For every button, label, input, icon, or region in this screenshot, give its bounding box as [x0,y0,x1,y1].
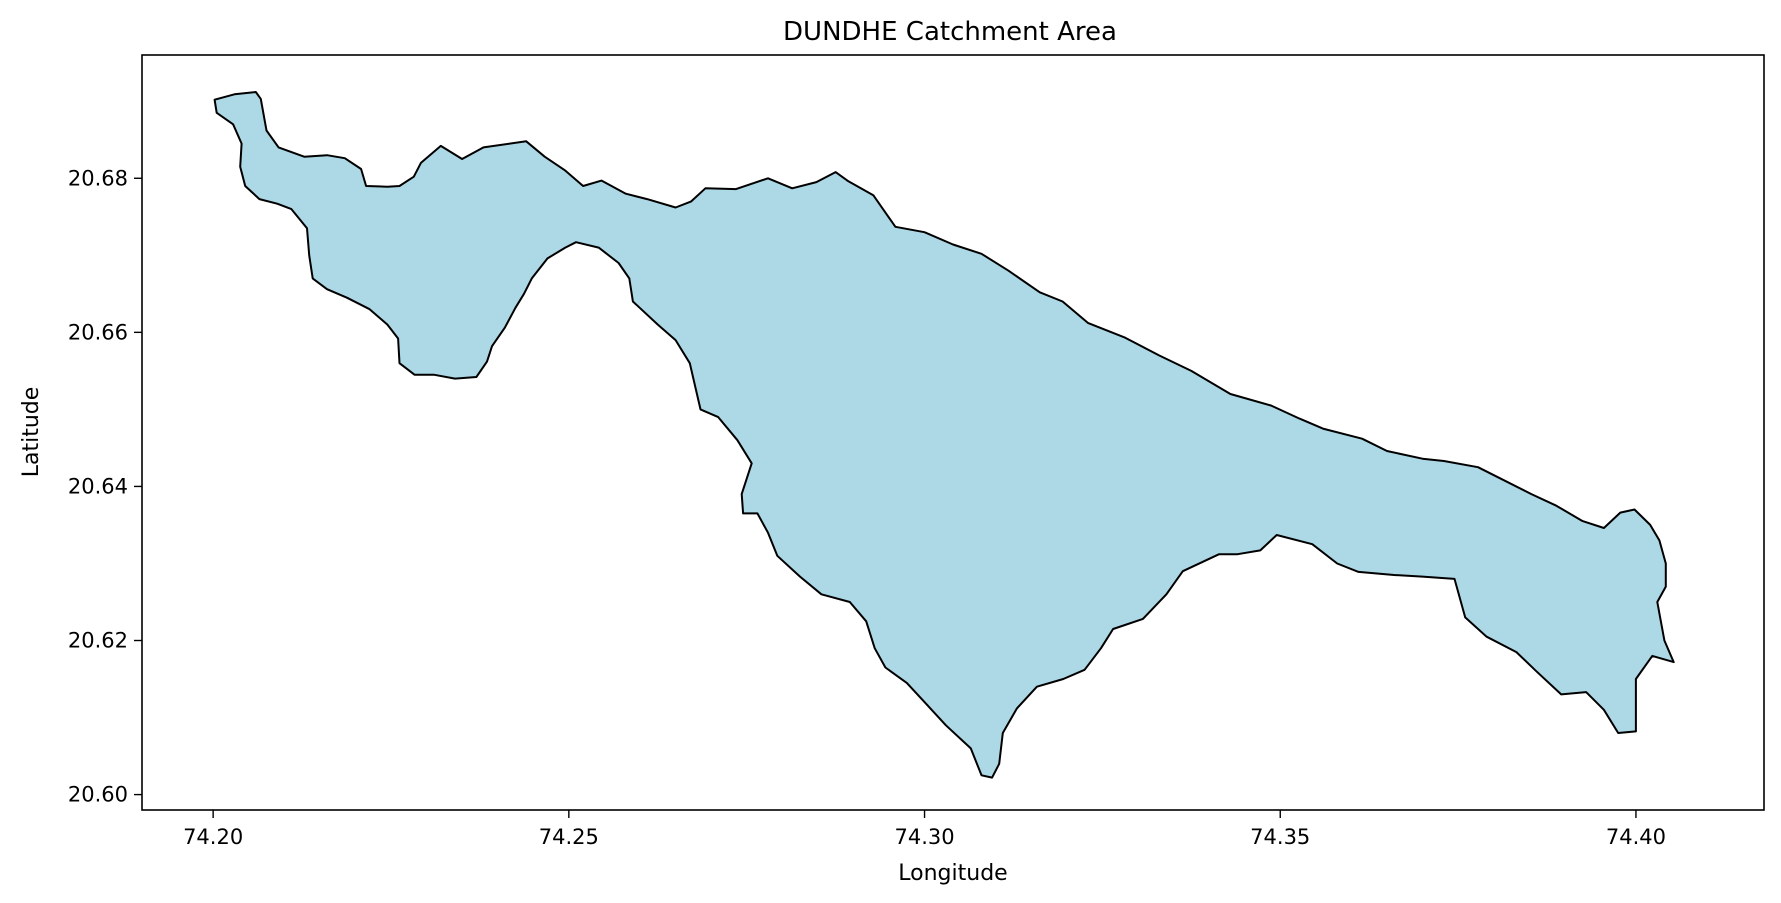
x-axis-label: Longitude [898,861,1007,886]
x-tick-label: 74.40 [1606,825,1666,849]
y-tick-label: 20.68 [68,166,128,190]
catchment-boundary [213,91,1675,779]
plot-frame [141,54,1765,811]
y-tick-label: 20.64 [68,474,128,498]
x-tick-label: 74.30 [894,825,954,849]
y-tick-label: 20.60 [68,783,128,807]
y-axis: 20.60 20.62 20.64 20.66 20.68 [68,166,142,807]
y-tick-label: 20.62 [68,629,128,653]
map-title: DUNDHE Catchment Area [783,17,1117,47]
y-tick-label: 20.66 [68,320,128,344]
y-axis-label: Latitude [19,387,44,478]
x-tick-label: 74.25 [539,825,599,849]
x-tick-label: 74.20 [183,825,243,849]
plot-area [141,54,1765,811]
x-tick-label: 74.35 [1250,825,1310,849]
x-axis: 74.20 74.25 74.30 74.35 74.40 [183,810,1666,849]
